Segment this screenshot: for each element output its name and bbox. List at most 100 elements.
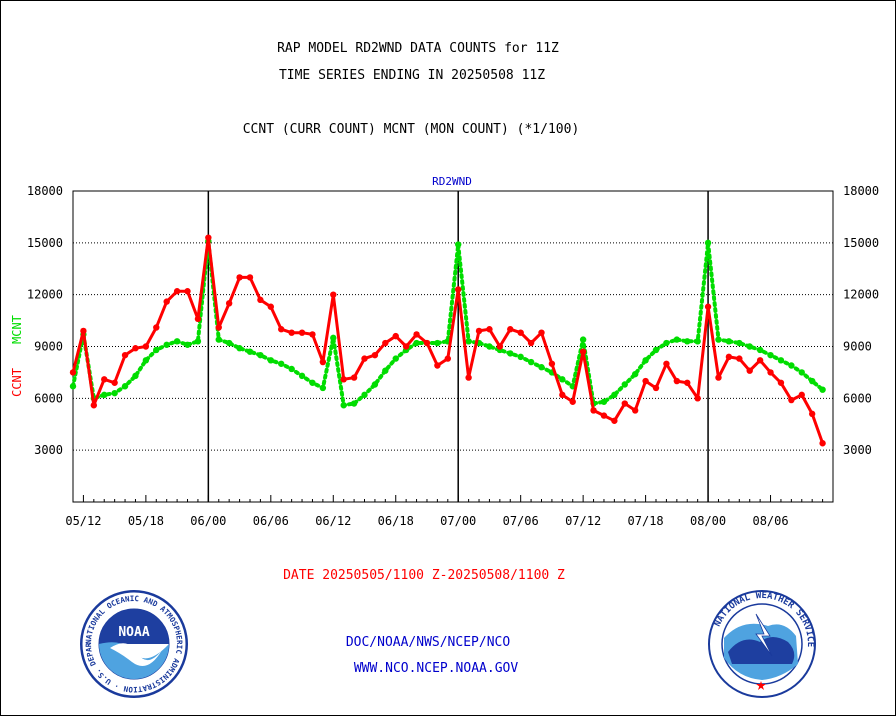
data-point-ccnt (527, 339, 535, 347)
data-point-ccnt (434, 362, 441, 369)
data-point-mcnt (611, 391, 618, 399)
data-point-ccnt (257, 296, 264, 304)
data-point-ccnt (611, 417, 618, 424)
data-point-mcnt (767, 351, 774, 359)
footer-date-range: DATE 20250505/1100 Z-20250508/1100 Z (283, 568, 565, 583)
data-point-mcnt (225, 339, 233, 347)
data-point-mcnt (371, 381, 379, 388)
data-point-ccnt (704, 303, 712, 310)
data-point-mcnt (600, 398, 608, 405)
data-point-ccnt (142, 343, 150, 350)
data-point-mcnt (236, 345, 243, 352)
x-tick-label: 08/00 (690, 514, 726, 528)
data-point-ccnt (496, 343, 504, 350)
data-point-ccnt (402, 343, 410, 350)
data-point-mcnt (163, 341, 170, 348)
data-point-mcnt (756, 346, 764, 354)
data-point-ccnt (101, 376, 108, 383)
data-point-ccnt (642, 377, 649, 385)
data-point-mcnt (215, 336, 222, 343)
y-tick-label-left: 6000 (34, 391, 63, 405)
data-point-mcnt (694, 338, 701, 345)
y-axis-label-mcnt: MCNT (10, 315, 24, 344)
data-point-mcnt (132, 372, 139, 380)
data-point-mcnt (267, 357, 275, 364)
x-tick-label: 06/12 (315, 514, 351, 528)
data-point-ccnt (455, 286, 462, 293)
data-point-ccnt (788, 396, 795, 404)
data-point-mcnt (621, 381, 628, 388)
header-line-2: TIME SERIES ENDING IN 20250508 11Z (279, 68, 545, 83)
data-point-mcnt (663, 339, 670, 347)
data-point-ccnt (194, 315, 202, 323)
data-point-ccnt (340, 376, 347, 383)
data-point-ccnt (600, 412, 608, 419)
data-point-ccnt (746, 367, 753, 374)
data-point-mcnt (527, 358, 535, 366)
x-tick-label: 07/00 (440, 514, 476, 528)
data-point-ccnt (288, 329, 295, 336)
footer-org-path: DOC/NOAA/NWS/NCEP/NCO (346, 635, 511, 650)
data-point-ccnt (798, 391, 805, 399)
data-point-ccnt (808, 410, 816, 418)
noaa-logo: NATIONAL OCEANIC AND ATMOSPHERIC ADMINIS… (80, 590, 188, 698)
data-point-mcnt (153, 346, 160, 354)
data-point-mcnt (704, 239, 712, 247)
data-point-ccnt (361, 355, 368, 362)
data-point-ccnt (444, 355, 451, 362)
data-point-ccnt (767, 369, 774, 376)
data-point-ccnt (236, 274, 243, 281)
data-point-ccnt (684, 379, 691, 386)
data-point-mcnt (278, 360, 285, 367)
data-point-ccnt (111, 379, 118, 386)
data-point-mcnt (413, 339, 420, 347)
data-point-ccnt (350, 374, 358, 381)
data-point-ccnt (486, 326, 493, 333)
header-line-1: RAP MODEL RD2WND DATA COUNTS for 11Z (277, 41, 559, 56)
data-point-ccnt (382, 339, 389, 347)
data-point-mcnt (746, 343, 753, 350)
y-tick-label-right: 6000 (843, 391, 872, 405)
data-point-ccnt (673, 377, 681, 385)
data-point-ccnt (69, 369, 77, 376)
data-point-mcnt (808, 377, 816, 385)
data-point-mcnt (69, 383, 77, 390)
nws-logo: NATIONAL WEATHER SERVICE (708, 590, 816, 698)
data-point-mcnt (725, 338, 733, 345)
data-point-ccnt (298, 329, 306, 336)
data-point-mcnt (309, 379, 316, 386)
y-tick-label-left: 9000 (34, 340, 63, 354)
x-tick-label: 05/18 (128, 514, 164, 528)
data-point-ccnt (517, 329, 524, 336)
data-point-mcnt (142, 357, 150, 364)
data-point-ccnt (736, 355, 743, 362)
data-point-ccnt (548, 360, 556, 367)
data-point-mcnt (777, 357, 785, 364)
data-point-mcnt (319, 384, 327, 392)
x-tick-label: 07/06 (503, 514, 539, 528)
y-axis-label-group: CCNT MCNT (10, 315, 24, 397)
y-tick-label-right: 12000 (843, 288, 879, 302)
y-tick-label-right: 18000 (843, 184, 879, 198)
data-point-mcnt (631, 370, 639, 378)
x-tick-label: 07/18 (628, 514, 664, 528)
header-line-3: CCNT (CURR COUNT) MCNT (MON COUNT) (*1/1… (243, 122, 580, 137)
data-point-mcnt (652, 346, 660, 354)
data-point-ccnt (225, 300, 233, 307)
data-point-mcnt (517, 353, 524, 361)
series-group (69, 234, 826, 447)
data-point-ccnt (569, 398, 576, 405)
y-tick-label-left: 18000 (27, 184, 63, 198)
data-point-ccnt (475, 327, 483, 335)
data-point-mcnt (173, 338, 181, 345)
noaa-logo-text: NOAA (118, 625, 149, 640)
data-point-ccnt (330, 291, 337, 298)
data-point-mcnt (382, 367, 389, 374)
data-point-mcnt (340, 402, 347, 409)
x-tick-label: 06/18 (378, 514, 414, 528)
data-point-ccnt (652, 384, 660, 392)
x-tick-label: 06/00 (190, 514, 226, 528)
plot-axes: 3000 6000 9000 12000 15000 18000 3000 6000 9000 1… (27, 184, 879, 528)
y-tick-label-right: 9000 (843, 340, 872, 354)
data-point-mcnt (101, 391, 108, 399)
